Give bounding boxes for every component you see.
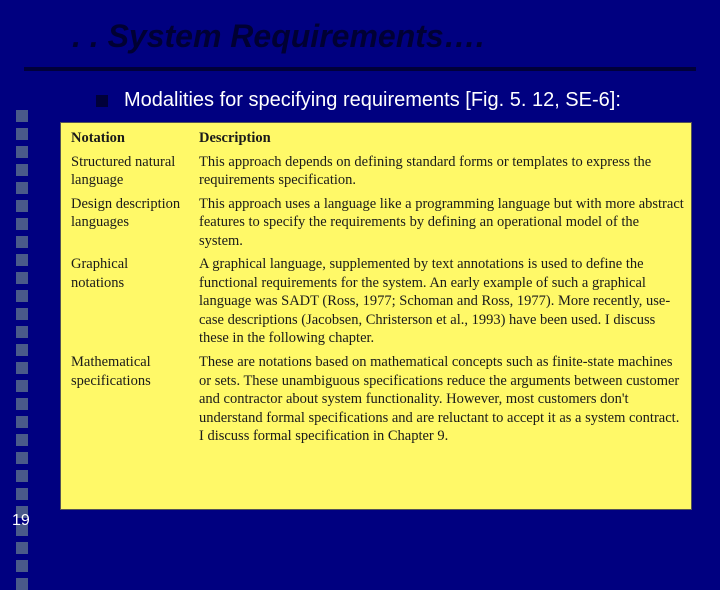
decoration-dot bbox=[16, 272, 28, 284]
slide: . . System Requirements…. Modalities for… bbox=[0, 0, 720, 540]
table-header-notation: Notation bbox=[61, 123, 189, 150]
decoration-dot bbox=[16, 200, 28, 212]
bullet-square-icon bbox=[96, 95, 108, 107]
decoration-dot bbox=[16, 308, 28, 320]
table-row: Structured natural languageThis approach… bbox=[61, 150, 691, 192]
decoration-dot bbox=[16, 542, 28, 554]
slide-title: . . System Requirements…. bbox=[0, 0, 720, 55]
decoration-dot bbox=[16, 110, 28, 122]
decoration-dot bbox=[16, 290, 28, 302]
decoration-dot bbox=[16, 470, 28, 482]
table-cell-description: A graphical language, supplemented by te… bbox=[189, 252, 691, 350]
decoration-dot bbox=[16, 146, 28, 158]
decoration-dot bbox=[16, 344, 28, 356]
table-cell-description: This approach uses a language like a pro… bbox=[189, 192, 691, 253]
decoration-dot bbox=[16, 560, 28, 572]
decoration-dot bbox=[16, 488, 28, 500]
table-cell-description: These are notations based on mathematica… bbox=[189, 350, 691, 448]
requirements-table: Notation Description Structured natural … bbox=[61, 123, 691, 448]
table-cell-notation: Design description languages bbox=[61, 192, 189, 253]
decoration-dot bbox=[16, 218, 28, 230]
requirements-table-wrapper: Notation Description Structured natural … bbox=[60, 122, 692, 510]
bullet-row: Modalities for specifying requirements [… bbox=[0, 71, 720, 122]
decoration-dot bbox=[16, 416, 28, 428]
decoration-dot bbox=[16, 164, 28, 176]
table-cell-notation: Mathematical specifications bbox=[61, 350, 189, 448]
decoration-dot bbox=[16, 380, 28, 392]
table-cell-description: This approach depends on defining standa… bbox=[189, 150, 691, 192]
decoration-dot bbox=[16, 398, 28, 410]
decoration-dot bbox=[16, 434, 28, 446]
table-row: Graphical notationsA graphical language,… bbox=[61, 252, 691, 350]
decoration-dot bbox=[16, 362, 28, 374]
slide-number: 19 bbox=[12, 512, 30, 530]
decoration-dot bbox=[16, 326, 28, 338]
decoration-dot bbox=[16, 452, 28, 464]
table-row: Design description languagesThis approac… bbox=[61, 192, 691, 253]
table-cell-notation: Structured natural language bbox=[61, 150, 189, 192]
decoration-dot bbox=[16, 578, 28, 590]
decoration-dot bbox=[16, 182, 28, 194]
table-header-description: Description bbox=[189, 123, 691, 150]
bullet-text: Modalities for specifying requirements [… bbox=[124, 89, 621, 112]
table-row: Mathematical specificationsThese are not… bbox=[61, 350, 691, 448]
decoration-dot bbox=[16, 128, 28, 140]
table-cell-notation: Graphical notations bbox=[61, 252, 189, 350]
decoration-dot bbox=[16, 236, 28, 248]
decoration-dot bbox=[16, 254, 28, 266]
